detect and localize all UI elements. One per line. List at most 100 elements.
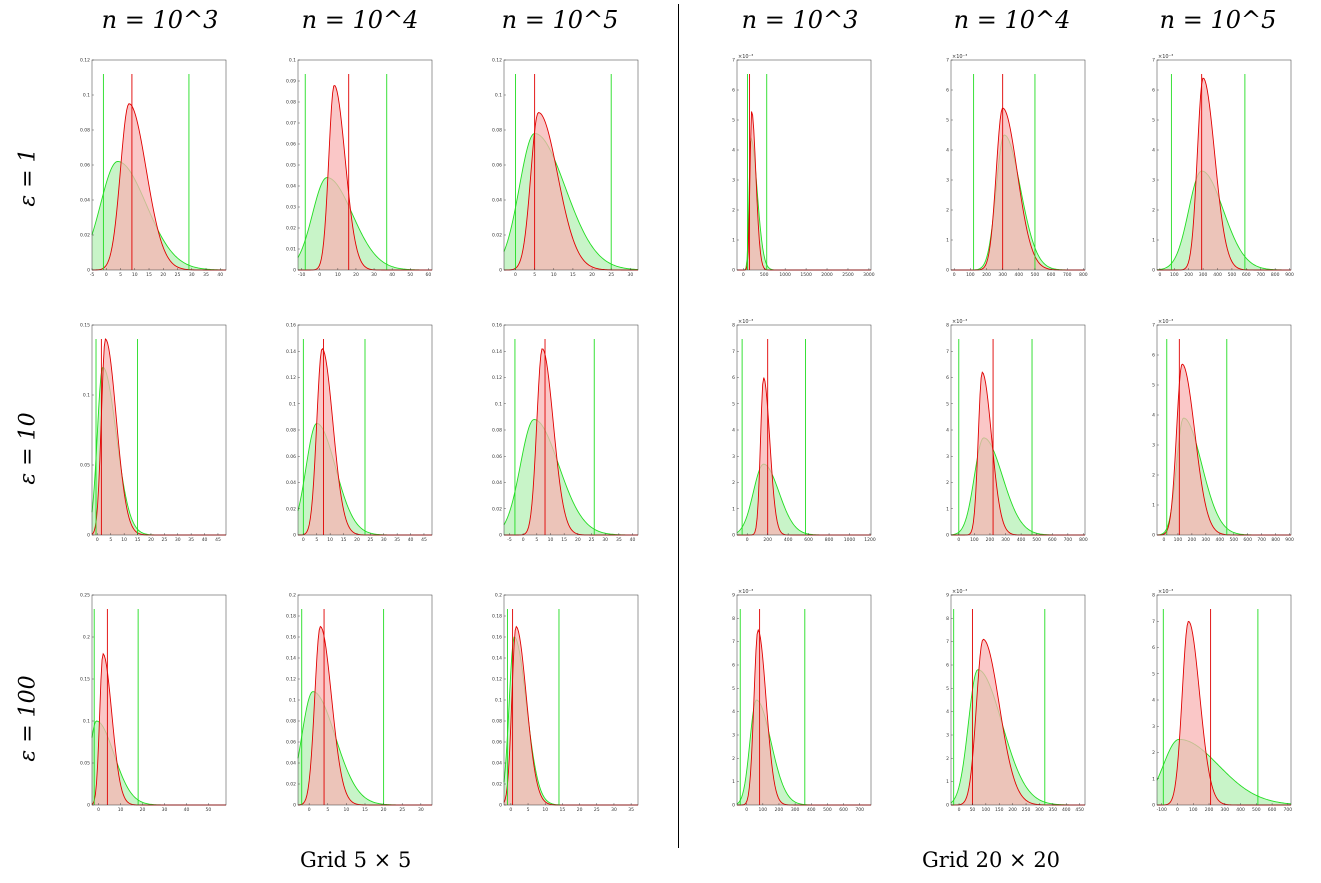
y-tick-label: 0.12 (286, 375, 296, 381)
x-tick-label: 600 (804, 537, 813, 543)
y-tick-label: 2 (946, 480, 949, 486)
y-tick-label: 0.1 (495, 93, 502, 99)
x-tick-label: 0 (957, 537, 960, 543)
x-tick-label: 300 (1220, 807, 1229, 813)
y-tick-label: 7 (1152, 619, 1155, 625)
y-tick-label: 5 (1152, 671, 1155, 677)
density-plot: 0 5 10 15 20 25 30 35 40 45 0 0.05 0.1 0.15 (80, 323, 227, 543)
red-density-area (504, 626, 638, 805)
y-tick-label: 0.18 (286, 614, 296, 620)
y-tick-label: 0 (946, 533, 949, 539)
y-exponent-label: ×10⁻³ (738, 319, 753, 325)
column-header-1: n = 10^3 (101, 6, 219, 34)
y-tick-label: 0.02 (286, 226, 296, 232)
density-panel: 0 100 200 300 400 500 600 700 800 0 1 2 3 4 5 6 7 ×10⁻³ (946, 54, 1088, 278)
x-tick-label: 800 (1079, 537, 1088, 543)
density-panel: 0 200 400 600 800 1000 1200 0 1 2 3 4 5 6 7 8 ×10⁻³ (732, 319, 876, 543)
x-tick-label: 50 (970, 807, 976, 813)
red-density-area (504, 348, 638, 535)
y-tick-label: 6 (732, 663, 735, 669)
x-tick-label: 400 (807, 807, 816, 813)
y-tick-label: 6 (1152, 353, 1155, 359)
density-plot: 0 100 200 300 400 500 600 700 800 0 1 2 3 4 5 6 7 8×10⁻³ (946, 319, 1088, 543)
x-tick-label: 2000 (821, 272, 833, 278)
x-tick-label: 0 (958, 807, 961, 813)
plot-frame (736, 594, 872, 806)
y-tick-label: 1 (1152, 776, 1155, 782)
y-tick-label: 0.2 (83, 635, 90, 641)
y-tick-label: 1 (1152, 238, 1155, 244)
x-tick-label: 20 (353, 272, 359, 278)
y-tick-label: 4 (946, 148, 949, 154)
y-tick-label: 8 (732, 616, 735, 622)
x-tick-label: 200 (775, 807, 784, 813)
x-tick-label: 900 (1285, 272, 1294, 278)
x-tick-label: 10 (132, 272, 138, 278)
y-tick-label: 4 (946, 428, 949, 434)
x-tick-label: 600 (1048, 537, 1057, 543)
density-plot: 0 5 10 15 20 25 30 0 0.02 0.04 0.06 0.08 0.1 0.12 0.14… (286, 593, 433, 813)
y-tick-label: 1 (946, 779, 949, 785)
green-density-line (503, 133, 639, 270)
density-panel: 0 5 10 15 20 25 30 35 40 45 0 0.05 0.1 0.15 (80, 323, 227, 543)
x-tick-label: -5 (507, 537, 512, 543)
y-tick-label: 0.04 (492, 480, 502, 486)
density-plot: 0 200 400 600 800 1000 1200 0 1 2 3 4 5 6 7 8×10⁻³ (732, 319, 876, 543)
x-tick-label: 800 (1079, 272, 1088, 278)
red-density-area (92, 103, 226, 270)
y-tick-label: 0 (87, 803, 90, 809)
x-tick-label: 30 (381, 537, 387, 543)
red-density-area (1157, 364, 1291, 535)
y-tick-label: 0.04 (286, 761, 296, 767)
density-plot: -10 0 10 20 30 40 50 6000.010.020.030.040.050.0… (286, 58, 433, 278)
x-tick-label: 15 (362, 807, 368, 813)
x-tick-label: 300 (998, 272, 1007, 278)
y-tick-label: 3 (946, 178, 949, 184)
plot-frame (736, 59, 872, 271)
x-tick-label: 45 (215, 537, 221, 543)
x-tick-label: 35 (188, 537, 194, 543)
x-tick-label: 25 (161, 537, 167, 543)
x-tick-label: -10 (298, 272, 305, 278)
plot-frame (1156, 324, 1292, 536)
x-tick-label: 0 (742, 272, 745, 278)
x-tick-label: 800 (825, 537, 834, 543)
x-tick-label: 40 (389, 272, 395, 278)
x-tick-label: 25 (175, 272, 181, 278)
red-density-area (298, 626, 432, 805)
density-panel: 0 100 200 300 400 500 600 700 800 900 0 1 2 3 4 5 6 7 ×10⁻… (1152, 319, 1294, 543)
x-tick-label: 10 (344, 807, 350, 813)
density-plot: -5 0 5 10 15 20 25 30 35 40 0 0.02 0.04 0.06 0.08 0.1 0.… (492, 323, 639, 543)
x-tick-label: 5 (527, 807, 530, 813)
density-plot: 0 100 200 300 400 500 600 700 800 900 0 1 2 3 4 5 6 7×10⁻… (1152, 54, 1294, 278)
x-tick-label: 500 (1252, 807, 1261, 813)
y-tick-label: 0 (499, 533, 502, 539)
density-panel: 0 5 10 15 20 25 30 0 0.02 0.04 0.06 0.08 0.1 0.12 (492, 58, 639, 278)
y-tick-label: 0.02 (492, 782, 502, 788)
x-tick-label: 20 (577, 807, 583, 813)
x-tick-label: 1200 (864, 537, 876, 543)
x-tick-label: 5 (109, 537, 112, 543)
y-tick-label: 0 (1152, 268, 1155, 274)
y-tick-label: 0.14 (286, 656, 296, 662)
y-tick-label: 5 (946, 401, 949, 407)
x-tick-label: 20 (381, 807, 387, 813)
x-tick-label: 40 (408, 537, 414, 543)
y-tick-label: 0.16 (492, 323, 502, 329)
x-tick-label: 10 (551, 272, 557, 278)
green-density-area (951, 437, 1085, 535)
row-header-1: ε = 1 (15, 148, 41, 207)
density-panel: -5 0 5 10 15 20 25 30 35 40 0 0.02 0.04 0.06 0.08 0.1 0.… (80, 58, 227, 278)
x-tick-label: 15 (341, 537, 347, 543)
y-tick-label: 3 (732, 178, 735, 184)
x-tick-label: 10 (121, 537, 127, 543)
y-tick-label: 8 (732, 323, 735, 329)
row-header-3: ε = 100 (15, 675, 41, 762)
y-tick-label: 0.14 (286, 349, 296, 355)
y-tick-label: 5 (946, 118, 949, 124)
x-tick-label: 20 (160, 272, 166, 278)
x-tick-label: 30 (162, 807, 168, 813)
y-tick-label: 3 (1152, 443, 1155, 449)
x-tick-label: 5 (119, 272, 122, 278)
x-tick-label: 500 (1229, 537, 1238, 543)
